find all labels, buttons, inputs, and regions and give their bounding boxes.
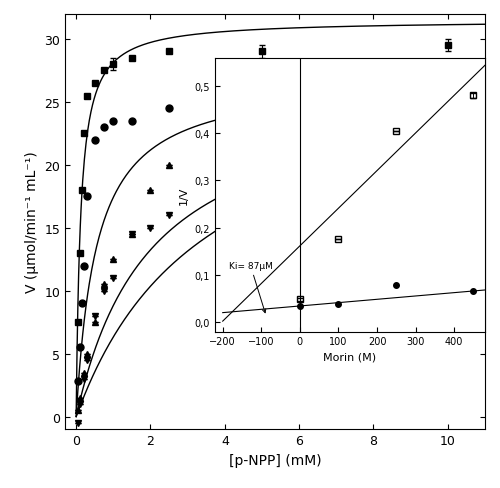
Y-axis label: 1/V: 1/V [179,186,189,204]
Text: Ki= 87μM: Ki= 87μM [228,261,272,313]
X-axis label: [p-NPP] (mM): [p-NPP] (mM) [228,453,322,467]
Y-axis label: V (μmol/min⁻¹ mL⁻¹): V (μmol/min⁻¹ mL⁻¹) [24,151,38,293]
X-axis label: Morin (M): Morin (M) [324,352,376,362]
